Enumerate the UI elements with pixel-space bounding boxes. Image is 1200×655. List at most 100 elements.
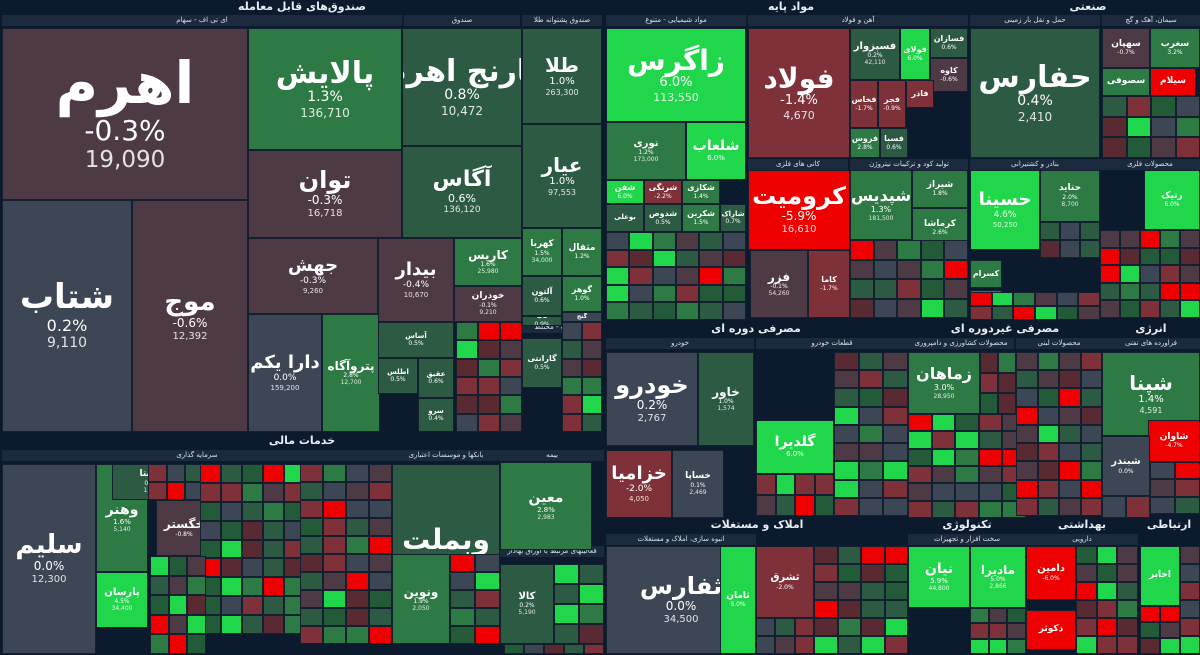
minor-stock-tile[interactable]	[346, 608, 369, 626]
minor-stock-tile[interactable]	[858, 388, 884, 407]
minor-stock-tile[interactable]	[1160, 265, 1180, 283]
minor-stock-tile[interactable]	[187, 595, 206, 615]
minor-stock-tile[interactable]	[504, 644, 524, 654]
minor-stock-tile[interactable]	[1120, 265, 1140, 283]
minor-stock-tile[interactable]	[1007, 638, 1026, 654]
stock-tile[interactable]: فزر -0.1% 54,260	[750, 250, 808, 318]
minor-stock-tile[interactable]	[500, 358, 522, 377]
minor-stock-tile[interactable]	[858, 497, 884, 516]
minor-stock-tile[interactable]	[837, 564, 861, 582]
minor-stock-tile[interactable]	[775, 636, 795, 654]
minor-stock-tile[interactable]	[1117, 546, 1138, 564]
minor-stock-tile[interactable]	[991, 306, 1014, 320]
minor-stock-tile[interactable]	[200, 501, 222, 521]
minor-stock-tile[interactable]	[883, 370, 908, 389]
minor-stock-tile[interactable]	[1096, 546, 1118, 564]
minor-stock-tile[interactable]	[858, 352, 884, 371]
minor-stock-tile[interactable]	[1100, 300, 1120, 318]
minor-stock-tile[interactable]	[1140, 622, 1160, 638]
minor-stock-tile[interactable]	[1140, 247, 1160, 266]
minor-stock-tile[interactable]	[554, 564, 579, 584]
minor-stock-tile[interactable]	[1016, 424, 1038, 444]
minor-stock-tile[interactable]	[200, 520, 222, 540]
minor-stock-tile[interactable]	[955, 500, 979, 518]
minor-stock-tile[interactable]	[1040, 222, 1060, 240]
minor-stock-tile[interactable]	[346, 536, 369, 554]
minor-stock-tile[interactable]	[478, 377, 500, 396]
stock-tile[interactable]: آگاس 0.6% 136,120	[402, 146, 522, 238]
minor-stock-tile[interactable]	[1126, 96, 1151, 117]
minor-stock-tile[interactable]	[582, 377, 602, 396]
minor-stock-tile[interactable]	[221, 539, 243, 559]
stock-tile[interactable]: فسپزوار 0.2% 42,110	[850, 28, 900, 80]
sector-header[interactable]: مصرفی دوره ای	[711, 322, 801, 335]
stock-tile[interactable]: نارنج اهرم0.8%10,472	[402, 28, 522, 146]
minor-stock-tile[interactable]	[814, 600, 838, 618]
minor-stock-tile[interactable]	[1037, 370, 1059, 389]
minor-stock-tile[interactable]	[1151, 116, 1176, 138]
minor-stock-tile[interactable]	[1059, 479, 1081, 498]
minor-stock-tile[interactable]	[1180, 546, 1200, 564]
minor-stock-tile[interactable]	[554, 624, 579, 644]
stock-tile[interactable]: مثقال 1.2%	[562, 228, 602, 276]
minor-stock-tile[interactable]	[873, 240, 898, 260]
stock-tile[interactable]: ثامان 6.0%	[720, 546, 756, 654]
stock-tile[interactable]: اخابر	[1140, 546, 1180, 606]
stock-tile[interactable]: اطلس 0.5%	[378, 358, 418, 394]
minor-stock-tile[interactable]	[775, 495, 795, 516]
minor-stock-tile[interactable]	[858, 461, 884, 480]
minor-stock-tile[interactable]	[1056, 292, 1079, 306]
minor-stock-tile[interactable]	[1016, 370, 1038, 389]
minor-stock-tile[interactable]	[579, 604, 604, 624]
minor-stock-tile[interactable]	[579, 564, 604, 584]
minor-stock-tile[interactable]	[699, 302, 723, 320]
minor-stock-tile[interactable]	[1059, 424, 1081, 444]
minor-stock-tile[interactable]	[1037, 497, 1059, 516]
minor-stock-tile[interactable]	[242, 577, 264, 597]
minor-stock-tile[interactable]	[1180, 636, 1200, 654]
stock-tile[interactable]: فولای 6.0%	[900, 28, 930, 80]
minor-stock-tile[interactable]	[1120, 230, 1140, 248]
minor-stock-tile[interactable]	[931, 431, 956, 449]
minor-stock-tile[interactable]	[221, 596, 243, 616]
stock-tile[interactable]: ونوین 1.9% 2,050	[392, 554, 450, 644]
minor-stock-tile[interactable]	[897, 259, 921, 279]
minor-stock-tile[interactable]	[834, 352, 859, 371]
minor-stock-tile[interactable]	[1096, 618, 1118, 636]
sector-header[interactable]: تکنولوژی	[942, 518, 992, 531]
minor-stock-tile[interactable]	[1140, 265, 1160, 283]
minor-stock-tile[interactable]	[579, 624, 604, 644]
minor-stock-tile[interactable]	[1076, 618, 1097, 636]
minor-stock-tile[interactable]	[323, 464, 346, 482]
stock-tile[interactable]: توان -0.3% 16,718	[248, 150, 402, 238]
minor-stock-tile[interactable]	[478, 340, 500, 359]
minor-stock-tile[interactable]	[1016, 406, 1038, 425]
minor-stock-tile[interactable]	[1076, 582, 1097, 600]
minor-stock-tile[interactable]	[300, 572, 323, 590]
minor-stock-tile[interactable]	[861, 618, 885, 636]
minor-stock-tile[interactable]	[1076, 564, 1097, 582]
minor-stock-tile[interactable]	[978, 431, 1003, 449]
minor-stock-tile[interactable]	[582, 413, 602, 432]
minor-stock-tile[interactable]	[1140, 300, 1160, 318]
minor-stock-tile[interactable]	[369, 626, 392, 644]
minor-stock-tile[interactable]	[883, 497, 908, 516]
minor-stock-tile[interactable]	[1080, 479, 1102, 498]
minor-stock-tile[interactable]	[1180, 282, 1200, 301]
minor-stock-tile[interactable]	[200, 464, 222, 483]
minor-stock-tile[interactable]	[1035, 306, 1057, 320]
minor-stock-tile[interactable]	[500, 377, 522, 396]
minor-stock-tile[interactable]	[346, 626, 369, 644]
minor-stock-tile[interactable]	[450, 572, 475, 590]
stock-tile[interactable]: گلدیرا 6.0%	[756, 420, 834, 474]
minor-stock-tile[interactable]	[834, 406, 859, 425]
minor-stock-tile[interactable]	[500, 395, 522, 414]
minor-stock-tile[interactable]	[478, 322, 500, 341]
minor-stock-tile[interactable]	[148, 464, 167, 482]
minor-stock-tile[interactable]	[897, 298, 921, 318]
minor-stock-tile[interactable]	[562, 395, 582, 414]
minor-stock-tile[interactable]	[1059, 497, 1081, 516]
minor-stock-tile[interactable]	[988, 623, 1008, 639]
stock-tile[interactable]: کاریس 1.6% 25,980	[454, 238, 522, 286]
minor-stock-tile[interactable]	[814, 636, 838, 654]
